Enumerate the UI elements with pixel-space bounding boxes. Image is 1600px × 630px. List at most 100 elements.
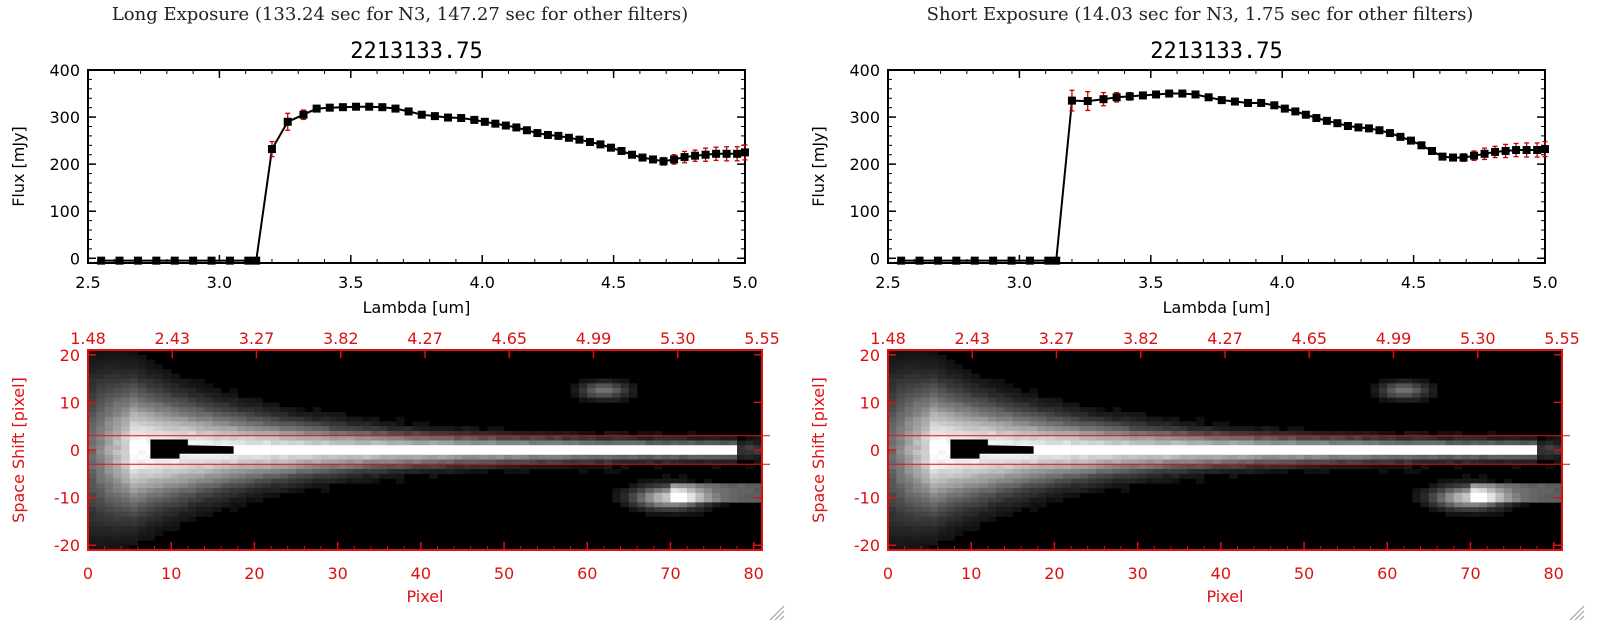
image-pixel (1229, 430, 1238, 437)
image-pixel (1162, 473, 1172, 479)
image-pixel (254, 445, 264, 451)
image-pixel (96, 545, 105, 551)
image-pixel (1170, 416, 1180, 422)
image-pixel (921, 445, 930, 451)
image-pixel (204, 502, 214, 508)
image-pixel (179, 492, 189, 498)
image-pixel (628, 388, 638, 394)
resize-grip-icon[interactable] (1569, 605, 1585, 621)
image-pixel (112, 378, 122, 384)
image-pixel (212, 464, 222, 470)
image-pixel (954, 502, 964, 508)
image-pixel (896, 459, 905, 465)
image-pixel (104, 416, 114, 422)
image-pixel (1320, 440, 1330, 446)
image-pixel (162, 483, 172, 489)
y-tick-label: 200 (849, 155, 880, 174)
image-pixel (121, 435, 130, 441)
image-pixel (1437, 483, 1446, 489)
image-pixel (1545, 445, 1554, 451)
image-pixel (962, 397, 972, 403)
image-pixel (96, 411, 105, 417)
image-pixel (929, 521, 939, 527)
image-pixel (971, 483, 980, 489)
image-pixel (171, 507, 180, 513)
image-pixel (904, 521, 914, 527)
image-pixel (712, 483, 721, 489)
image-pixel (888, 454, 897, 460)
image-xlabel: Pixel (406, 587, 443, 606)
image-pixel (962, 497, 972, 503)
image-pixel (662, 459, 671, 465)
image-pixel (1553, 440, 1563, 446)
image-pixel (653, 502, 663, 508)
image-pixel (1087, 440, 1097, 446)
image-pixel (1254, 469, 1263, 475)
image-pixel (212, 507, 222, 513)
image-pixel (1412, 392, 1421, 398)
image-pixel (370, 450, 380, 456)
image-pixel (896, 416, 905, 422)
image-pixel (312, 411, 322, 417)
image-pixel (695, 507, 705, 513)
image-pixel (171, 516, 180, 522)
image-pixel (287, 473, 297, 479)
image-pixel (670, 450, 680, 456)
image-pixel (1295, 435, 1305, 441)
image-pixel (96, 402, 105, 408)
image-pixel (987, 492, 997, 498)
image-pixel (454, 469, 463, 475)
image-pixel (1162, 478, 1172, 484)
y-tick-label: 0 (870, 249, 880, 268)
image-pixel (412, 450, 422, 456)
image-pixel (1445, 507, 1455, 513)
image-pixel (246, 440, 255, 446)
image-pixel (129, 473, 139, 479)
flux-point (1291, 107, 1300, 116)
image-pixel (937, 454, 947, 460)
image-xlabel: Pixel (1206, 587, 1243, 606)
image-pixel (279, 421, 288, 427)
image-pixel (1037, 435, 1047, 441)
image-pixel (728, 450, 738, 456)
image-pixel (1021, 392, 1030, 398)
image-pixel (962, 426, 972, 432)
image-pixel (287, 435, 297, 441)
image-pixel (896, 497, 905, 503)
image-pixel (645, 459, 655, 465)
image-pixel (603, 392, 613, 398)
image-pixel (1387, 440, 1396, 446)
image-pixel (1487, 450, 1496, 456)
image-pixel (937, 516, 947, 522)
flux-point (391, 104, 400, 113)
image-pixel (1179, 440, 1188, 446)
flux-point (1438, 152, 1447, 161)
image-pixel (637, 450, 646, 456)
image-pixel (1537, 454, 1546, 460)
resize-grip-icon[interactable] (769, 605, 785, 621)
image-pixel (904, 473, 914, 479)
image-pixel (146, 383, 155, 389)
image-pixel (1262, 445, 1272, 451)
image-pixel (937, 383, 947, 389)
image-pixel (512, 440, 521, 446)
image-pixel (1187, 464, 1197, 470)
image-pixel (237, 492, 247, 498)
image-pixel (88, 388, 97, 394)
image-pixel (1420, 383, 1430, 389)
image-pixel (1279, 430, 1288, 437)
image-pixel (221, 411, 230, 417)
image-pixel (1512, 435, 1521, 441)
image-pixel (1054, 416, 1064, 422)
image-pixel (1295, 440, 1305, 446)
image-pixel (154, 392, 164, 398)
image-pixel (1029, 502, 1039, 508)
image-pixel (1270, 426, 1280, 432)
image-pixel (946, 369, 955, 375)
image-pixel (154, 383, 164, 389)
image-pixel (112, 511, 122, 517)
image-pixel (1287, 450, 1297, 456)
image-pixel (971, 469, 980, 475)
image-pixel (271, 473, 280, 479)
image-pixel (287, 430, 297, 437)
